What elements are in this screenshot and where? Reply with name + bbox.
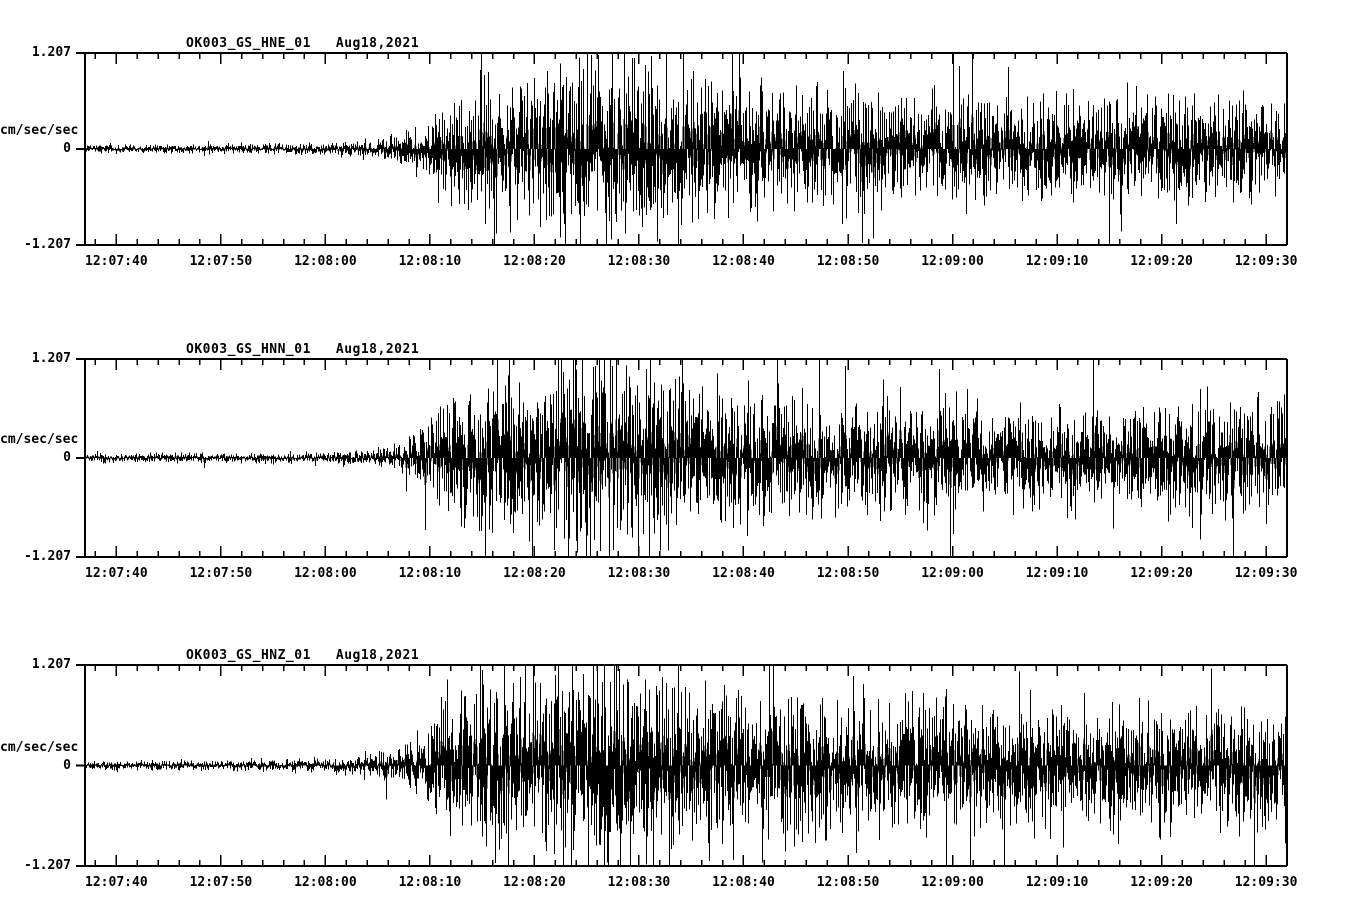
x-tick-label: 12:09:30	[1234, 566, 1298, 581]
x-tick-label: 12:08:50	[816, 254, 880, 269]
x-tick-label: 12:07:50	[189, 254, 253, 269]
x-tick-label: 12:09:00	[921, 875, 984, 890]
x-tick-label: 12:07:40	[85, 875, 148, 890]
x-tick-label: 12:08:00	[294, 875, 357, 890]
y-tick-zero-hnz: 0	[63, 757, 71, 773]
x-tick-label: 12:08:20	[503, 254, 566, 269]
x-tick-label: 12:09:10	[1025, 566, 1089, 581]
x-tick-label: 12:07:40	[85, 566, 148, 581]
x-tick-label: 12:08:20	[503, 875, 566, 890]
y-tick-max-hnz: 1.207	[31, 657, 71, 672]
panel-title-hnn: OK003_GS_HNN_01 Aug18,2021	[186, 342, 420, 357]
y-axis-unit-label-hnz: cm/sec/sec	[0, 739, 79, 755]
x-tick-label: 12:07:40	[85, 254, 148, 269]
x-tick-label: 12:08:30	[607, 566, 671, 581]
x-tick-label: 12:07:50	[189, 566, 253, 581]
x-tick-label: 12:09:30	[1234, 254, 1298, 269]
x-tick-label: 12:09:10	[1025, 875, 1089, 890]
x-tick-label: 12:08:10	[398, 566, 462, 581]
y-tick-max-hnn: 1.207	[31, 351, 71, 366]
x-tick-label: 12:08:00	[294, 254, 357, 269]
x-tick-label: 12:07:50	[189, 875, 253, 890]
x-tick-label: 12:09:20	[1130, 254, 1193, 269]
x-tick-label: 12:09:10	[1025, 254, 1089, 269]
x-tick-label: 12:08:10	[398, 875, 462, 890]
y-tick-max-hne: 1.207	[31, 45, 71, 60]
x-tick-label: 12:08:00	[294, 566, 357, 581]
y-tick-zero-hne: 0	[63, 141, 71, 156]
x-tick-label: 12:09:30	[1234, 875, 1298, 890]
y-axis-unit-label-hnn: cm/sec/sec	[0, 432, 79, 447]
panel-title-hnz: OK003_GS_HNZ_01 Aug18,2021	[186, 648, 420, 663]
x-tick-label: 12:08:50	[816, 875, 880, 890]
x-tick-label: 12:09:20	[1130, 566, 1193, 581]
x-tick-label: 12:08:40	[712, 875, 775, 890]
x-tick-label: 12:09:00	[921, 254, 984, 269]
x-tick-label: 12:08:10	[398, 254, 462, 269]
panel-title-hne: OK003_GS_HNE_01 Aug18,2021	[186, 36, 420, 51]
y-tick-zero-hnn: 0	[63, 450, 71, 465]
y-tick-min-hne: -1.207	[24, 237, 71, 252]
x-tick-label: 12:08:30	[607, 254, 671, 269]
x-tick-label: 12:09:00	[921, 566, 984, 581]
x-tick-label: 12:08:30	[607, 875, 671, 890]
x-tick-label: 12:08:50	[816, 566, 880, 581]
y-tick-min-hnn: -1.207	[24, 549, 71, 564]
x-tick-label: 12:08:40	[712, 254, 775, 269]
x-tick-label: 12:08:20	[503, 566, 566, 581]
y-axis-unit-label-hne: cm/sec/sec	[0, 123, 79, 138]
y-tick-min-hnz: -1.207	[24, 858, 71, 873]
x-tick-label: 12:08:40	[712, 566, 775, 581]
x-tick-label: 12:09:20	[1130, 875, 1193, 890]
